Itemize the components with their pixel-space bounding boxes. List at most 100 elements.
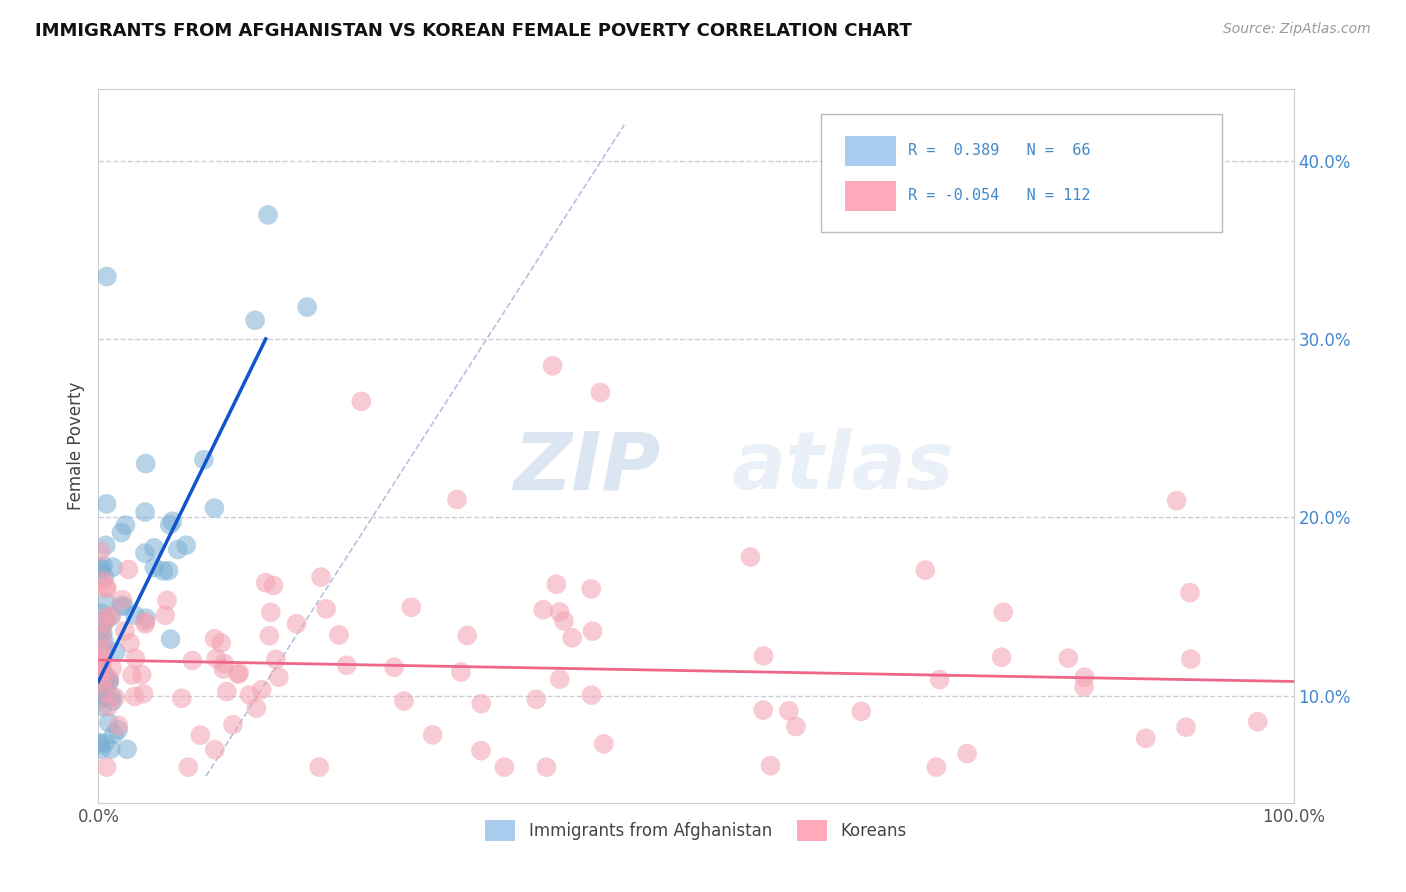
- Point: [90, 563, 112, 577]
- Point: [214, 657, 236, 671]
- Point: [592, 737, 614, 751]
- Point: [134, 616, 156, 631]
- Point: [914, 563, 936, 577]
- Point: [156, 593, 179, 607]
- Point: [553, 614, 575, 628]
- Point: [740, 549, 762, 564]
- Point: [561, 631, 583, 645]
- Point: [98, 673, 121, 688]
- Point: [450, 665, 472, 680]
- Point: [851, 704, 873, 718]
- Point: [204, 742, 226, 756]
- Point: [91, 657, 114, 671]
- Point: [579, 582, 602, 596]
- Point: [91, 639, 114, 653]
- Point: [928, 673, 950, 687]
- Point: [90, 623, 112, 637]
- Point: [785, 719, 807, 733]
- Point: [470, 744, 492, 758]
- Point: [89, 619, 111, 633]
- Point: [1247, 714, 1270, 729]
- Point: [103, 727, 125, 741]
- Point: [97, 715, 120, 730]
- Point: [263, 578, 285, 592]
- Point: [90, 561, 112, 575]
- Point: [1135, 731, 1157, 746]
- Point: [117, 562, 139, 576]
- Point: [993, 605, 1015, 619]
- Point: [131, 667, 153, 681]
- Point: [94, 685, 117, 699]
- Point: [382, 660, 405, 674]
- Text: atlas: atlas: [733, 428, 955, 507]
- Point: [93, 678, 115, 692]
- Point: [162, 514, 184, 528]
- Point: [181, 654, 204, 668]
- Point: [134, 615, 156, 629]
- Point: [94, 614, 117, 628]
- Point: [135, 457, 157, 471]
- Point: [152, 564, 174, 578]
- Point: [524, 692, 547, 706]
- Point: [93, 690, 115, 704]
- Point: [111, 592, 134, 607]
- Point: [100, 608, 122, 623]
- Point: [174, 538, 197, 552]
- Point: [259, 629, 281, 643]
- Point: [93, 642, 115, 657]
- Point: [101, 661, 124, 675]
- Point: [193, 452, 215, 467]
- Point: [104, 645, 127, 659]
- Point: [752, 703, 775, 717]
- Point: [956, 747, 979, 761]
- Point: [990, 650, 1012, 665]
- Point: [89, 651, 111, 665]
- Point: [114, 518, 136, 533]
- Point: [101, 560, 124, 574]
- Point: [254, 575, 277, 590]
- Point: [494, 760, 516, 774]
- Point: [91, 671, 114, 685]
- Point: [925, 760, 948, 774]
- Point: [89, 665, 111, 680]
- Point: [93, 687, 115, 701]
- Point: [110, 525, 132, 540]
- Point: [1073, 670, 1095, 684]
- Point: [98, 672, 121, 686]
- Point: [260, 605, 283, 619]
- Point: [155, 608, 177, 623]
- Text: R =  0.389   N =  66: R = 0.389 N = 66: [907, 143, 1090, 158]
- Point: [89, 735, 111, 749]
- FancyBboxPatch shape: [845, 136, 896, 166]
- Point: [134, 505, 156, 519]
- Point: [100, 742, 122, 756]
- Point: [93, 616, 115, 631]
- Point: [112, 599, 135, 614]
- Point: [96, 580, 118, 594]
- Point: [93, 634, 115, 648]
- Point: [115, 742, 138, 756]
- Point: [548, 672, 571, 686]
- Point: [90, 742, 112, 756]
- Point: [536, 760, 558, 774]
- Point: [392, 694, 415, 708]
- Point: [243, 313, 266, 327]
- Point: [541, 359, 564, 373]
- Point: [159, 632, 181, 646]
- Point: [91, 674, 114, 689]
- Point: [401, 600, 423, 615]
- Point: [159, 517, 181, 532]
- FancyBboxPatch shape: [845, 180, 896, 211]
- Point: [107, 723, 129, 737]
- Point: [107, 718, 129, 732]
- Point: [101, 694, 124, 708]
- Point: [205, 651, 228, 665]
- Point: [93, 614, 115, 628]
- Point: [228, 666, 250, 681]
- FancyBboxPatch shape: [821, 114, 1222, 232]
- Y-axis label: Female Poverty: Female Poverty: [66, 382, 84, 510]
- Point: [98, 674, 121, 689]
- Point: [589, 385, 612, 400]
- Point: [100, 690, 122, 704]
- Point: [759, 758, 782, 772]
